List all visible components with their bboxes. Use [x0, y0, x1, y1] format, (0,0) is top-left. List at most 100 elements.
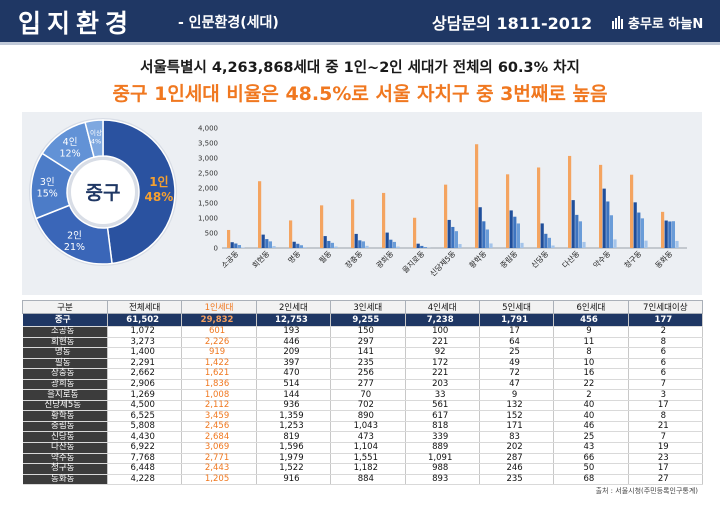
table-cell: 473	[330, 431, 406, 443]
donut-slice-pct-0: 48%	[145, 190, 174, 204]
bar-4-4	[365, 245, 369, 248]
x-tick-label: 명동	[286, 248, 303, 265]
table-cell: 6	[628, 347, 704, 359]
y-tick-label: 500	[205, 230, 218, 238]
table-row: 소공동 1,072 601 193 150 100 17 9 2	[22, 326, 704, 338]
table-cell: 2,112	[181, 400, 257, 412]
table-header-cell: 3인세대	[330, 300, 406, 314]
bar-8-2	[482, 221, 486, 248]
table-cell: 171	[479, 421, 555, 433]
table-cell: 221	[405, 337, 480, 349]
table-cell: 1,043	[330, 421, 406, 433]
x-tick-label: 신당제5동	[427, 248, 457, 278]
table-header-row: 구분 전체세대 1인세대 2인세대 3인세대 4인세대 5인세대 6인세대 7인세대이상	[22, 300, 704, 314]
table-cell: 21	[628, 421, 704, 433]
table-header-cell: 전체세대	[106, 300, 183, 314]
table-cell: 893	[405, 474, 480, 486]
table-cell: 3,459	[181, 410, 257, 422]
bar-12-4	[613, 239, 617, 248]
table-cell: 916	[256, 474, 332, 486]
x-tick-label: 청구동	[622, 249, 643, 270]
brand-name: 충무로 하늘N	[628, 17, 704, 32]
table-cell: 49	[479, 358, 555, 370]
table-cell: 339	[405, 431, 480, 443]
table-row: 회현동 3,273 2,226 446 297 221 64 11 8	[22, 337, 704, 349]
bar-10-2	[544, 233, 548, 248]
bar-0-4	[241, 247, 245, 248]
table-row: 신당제5동 4,500 2,112 936 702 561 132 40 17	[22, 400, 704, 412]
bar-3-3	[330, 242, 334, 248]
table-cell: 장충동	[22, 368, 108, 380]
table-cell: 92	[405, 347, 480, 359]
y-tick-label: 3,000	[198, 155, 218, 163]
table-cell: 3,069	[181, 442, 257, 454]
donut-slice-pct-3: 12%	[60, 149, 81, 160]
table-cell: 172	[405, 358, 480, 370]
y-tick-label: 2,500	[198, 170, 218, 178]
table-cell: 40	[553, 410, 629, 422]
bar-5-3	[392, 241, 396, 248]
bar-2-4	[303, 247, 307, 248]
table-cell: 702	[330, 400, 406, 412]
bar-13-2	[637, 212, 641, 248]
x-tick-label: 중림동	[498, 249, 519, 270]
table-cell: 황학동	[22, 410, 108, 422]
bar-11-2	[575, 214, 579, 248]
donut-slice-0	[102, 119, 176, 265]
table-cell: 2	[628, 326, 704, 338]
table-cell: 12,753	[256, 313, 332, 327]
bar-4-3	[361, 241, 365, 248]
table-cell: 6,448	[107, 463, 183, 475]
x-tick-label: 광희동	[374, 248, 396, 270]
x-tick-label: 다산동	[560, 248, 582, 270]
table-cell: 819	[256, 431, 332, 443]
bar-1-2	[265, 239, 269, 248]
table-cell: 1,522	[256, 463, 332, 475]
table-cell: 1,400	[107, 347, 183, 359]
table-cell: 1,008	[181, 389, 257, 401]
table-cell: 명동	[22, 347, 108, 359]
bar-3-4	[334, 246, 338, 248]
table-cell: 144	[256, 389, 332, 401]
table-cell: 235	[330, 358, 406, 370]
table-cell: 889	[405, 442, 480, 454]
donut-slice-pct-4: 4%	[91, 137, 101, 145]
donut-slice-name-2: 3인	[40, 177, 55, 188]
donut-slice-pct-2: 15%	[37, 189, 58, 200]
table-cell: 83	[479, 431, 555, 443]
table-cell: 177	[628, 313, 704, 327]
table-cell: 884	[330, 474, 406, 486]
table-cell: 1,182	[330, 463, 406, 475]
table-cell: 209	[256, 347, 332, 359]
table-cell: 2,684	[181, 431, 257, 443]
table-cell: 1,979	[256, 453, 332, 465]
bar-3-0	[320, 205, 324, 248]
bar-3-1	[323, 236, 327, 248]
table-cell: 7	[628, 379, 704, 391]
donut-slice-4	[84, 119, 104, 159]
table-cell: 50	[553, 463, 629, 475]
table-row: 다산동 6,922 3,069 1,596 1,104 889 202 43 19	[22, 442, 704, 454]
table-cell: 1,205	[181, 474, 257, 486]
bar-14-0	[661, 211, 665, 248]
x-tick-label: 을지로동	[401, 249, 427, 275]
table-cell: 17	[628, 400, 704, 412]
table-cell: 1,551	[330, 453, 406, 465]
table-cell: 4,430	[107, 431, 183, 443]
table-cell: 3,273	[107, 337, 183, 349]
bar-6-2	[420, 245, 424, 248]
table-row: 황학동 6,525 3,459 1,359 890 617 152 40 8	[22, 410, 704, 422]
bar-7-2	[451, 226, 455, 248]
bar-14-3	[671, 221, 675, 248]
bar-9-3	[516, 223, 520, 248]
table-cell: 신당동	[22, 431, 108, 443]
bar-12-1	[602, 188, 606, 248]
table-cell: 7	[628, 431, 704, 443]
table-header-cell: 2인세대	[255, 300, 332, 314]
bar-0-2	[234, 243, 238, 248]
table-cell: 601	[181, 326, 257, 338]
table-row: 중림동 5,808 2,456 1,253 1,043 818 171 46 21	[22, 421, 704, 433]
table-cell: 446	[256, 337, 332, 349]
table-cell: 40	[553, 400, 629, 412]
